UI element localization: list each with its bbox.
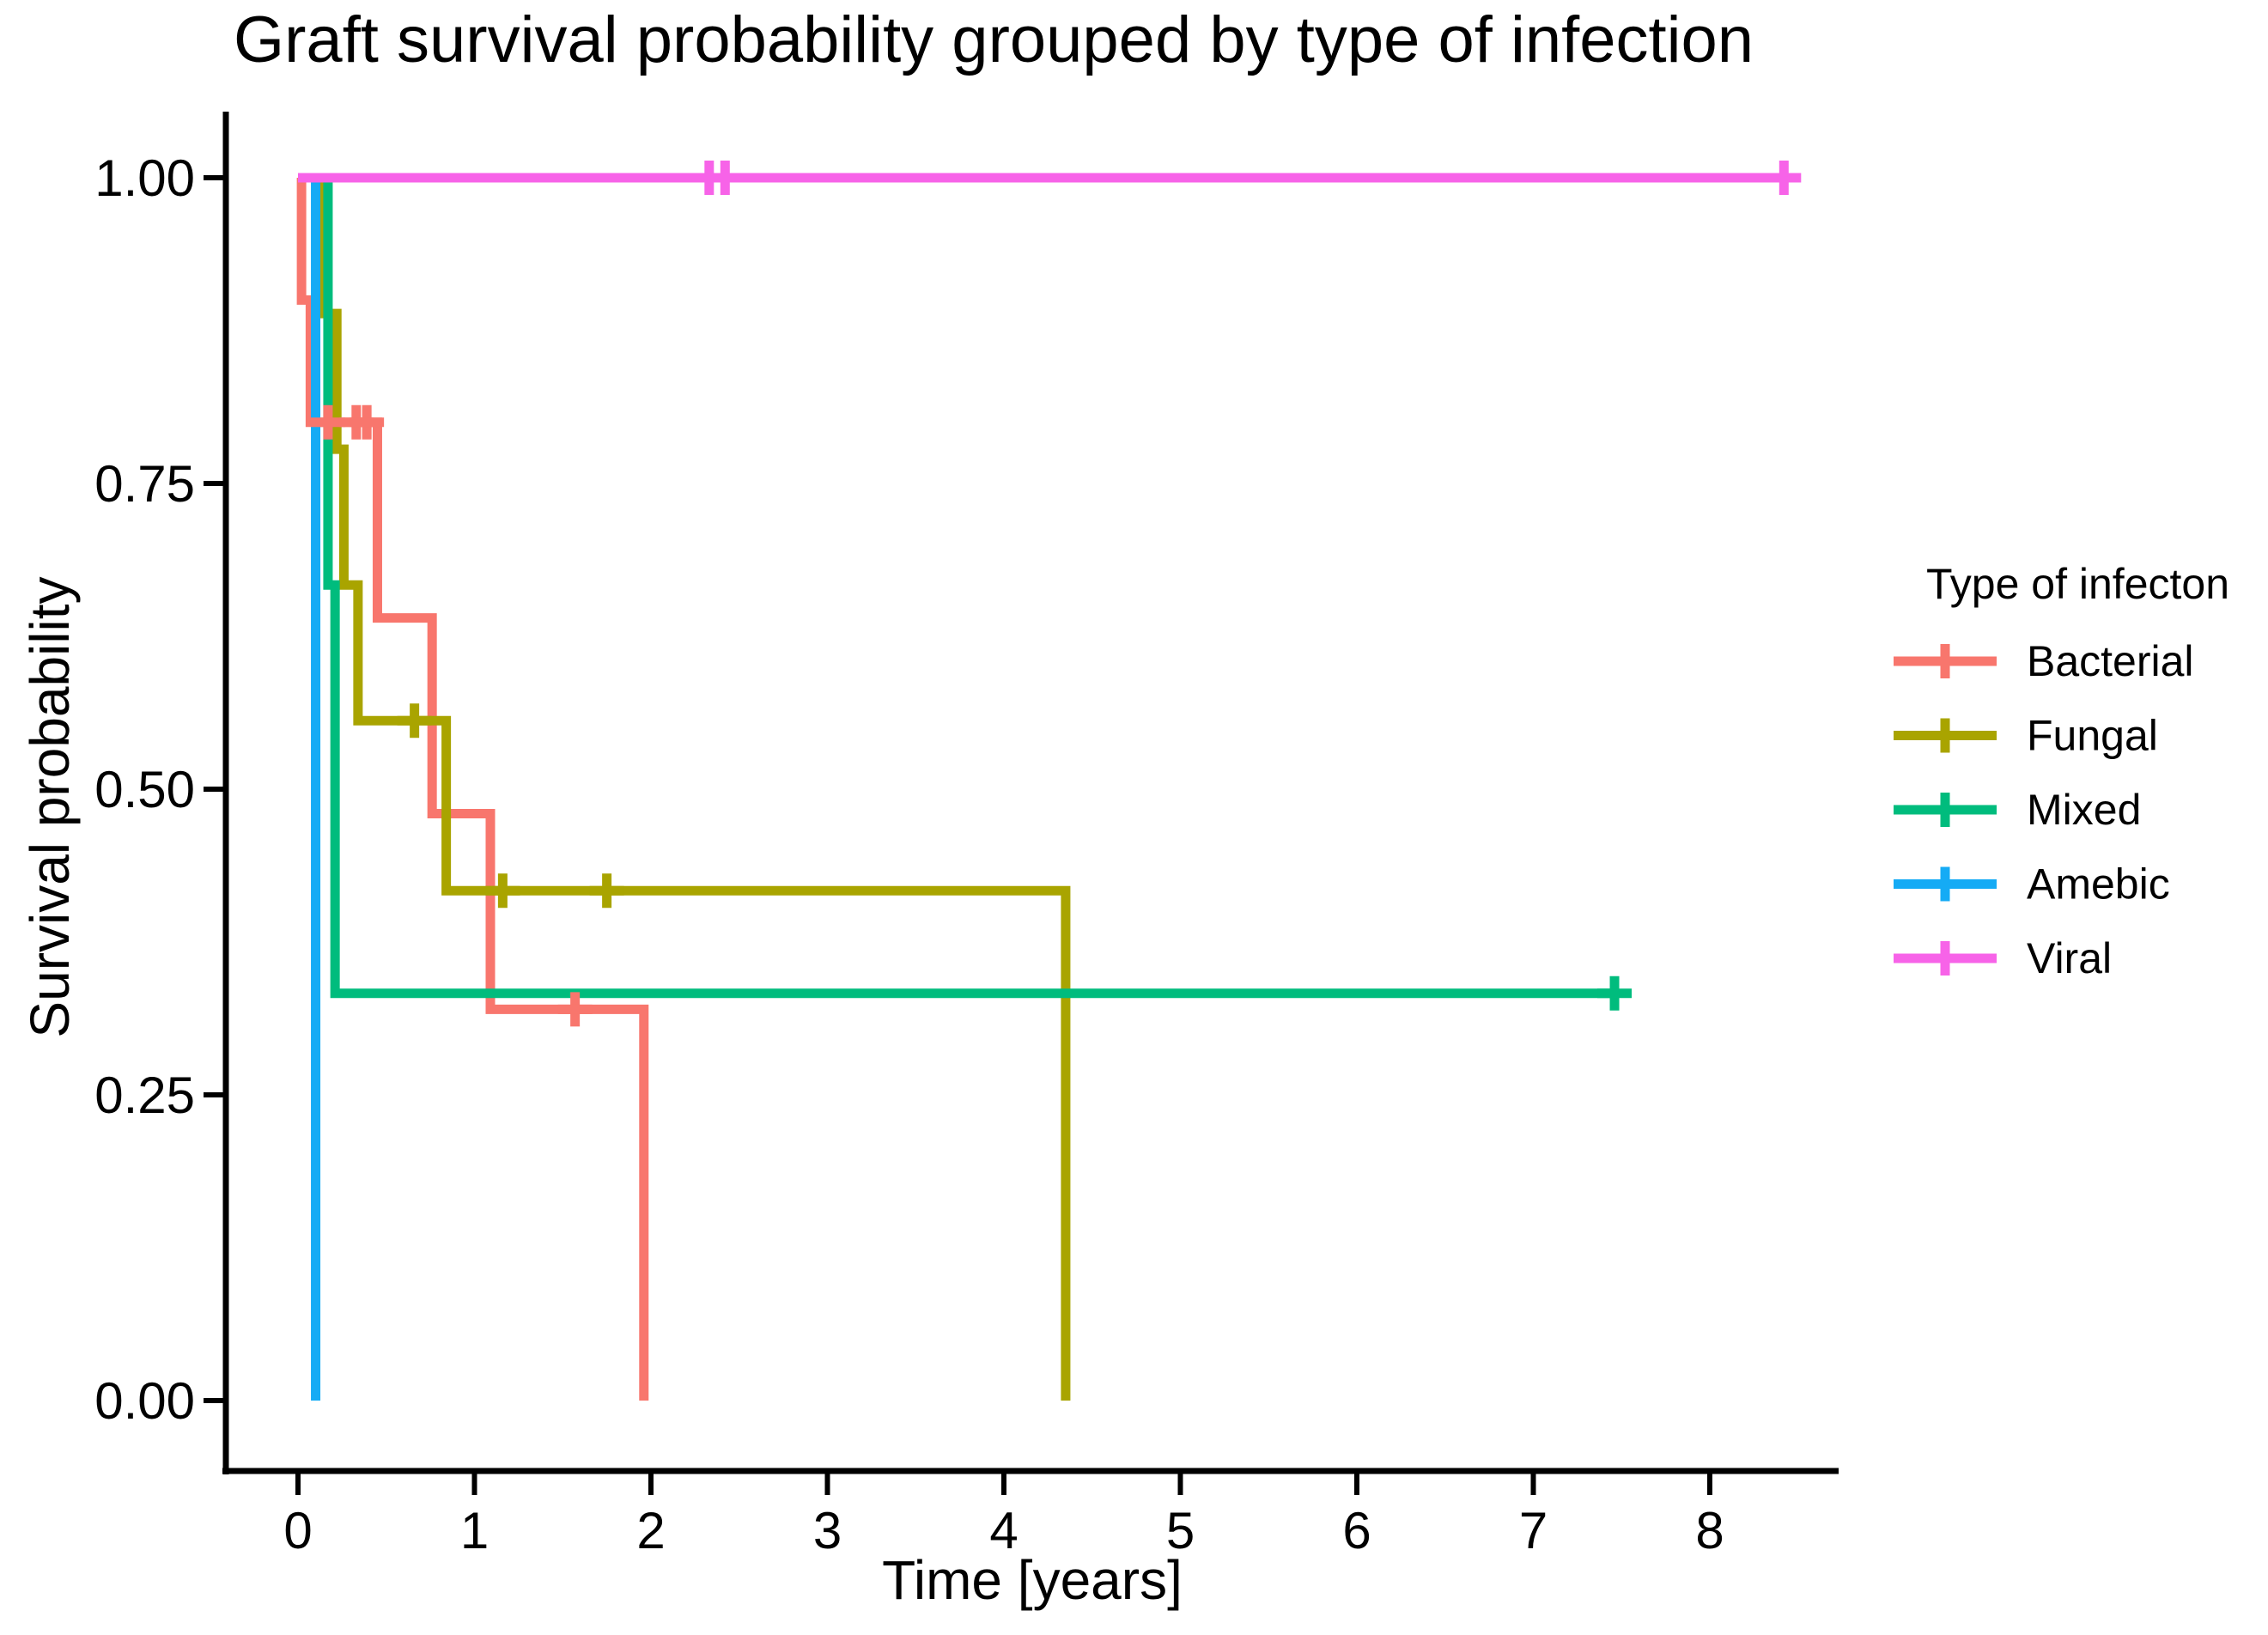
y-tick-label: 0.00 [94, 1372, 195, 1430]
legend-title: Type of infecton [1926, 560, 2229, 608]
y-tick-label: 0.50 [94, 761, 195, 818]
legend-label-mixed: Mixed [2027, 786, 2141, 834]
x-tick-label: 5 [1166, 1502, 1195, 1559]
series-line-bacterial [296, 173, 649, 1401]
x-tick-label: 7 [1519, 1502, 1547, 1559]
legend-label-viral: Viral [2027, 934, 2112, 982]
x-tick-label: 8 [1695, 1502, 1724, 1559]
x-tick-label: 3 [813, 1502, 842, 1559]
x-tick-label: 1 [460, 1502, 489, 1559]
legend-label-amebic: Amebic [2027, 860, 2170, 909]
series-line-mixed [298, 173, 1615, 999]
series-line-fungal [298, 173, 1071, 1401]
x-tick-label: 2 [636, 1502, 665, 1559]
x-axis-title: Time [years] [882, 1549, 1183, 1611]
x-tick-label: 6 [1342, 1502, 1371, 1559]
y-tick-label: 0.75 [94, 455, 195, 513]
legend-label-bacterial: Bacterial [2027, 637, 2194, 685]
x-tick-label: 4 [989, 1502, 1018, 1559]
x-tick-label: 0 [283, 1502, 312, 1559]
y-tick-label: 0.25 [94, 1067, 195, 1124]
chart-title: Graft survival probability grouped by ty… [234, 3, 1754, 76]
y-tick-label: 1.00 [94, 149, 195, 207]
legend-label-fungal: Fungal [2027, 712, 2158, 760]
y-axis-title: Survival probability [19, 576, 81, 1037]
